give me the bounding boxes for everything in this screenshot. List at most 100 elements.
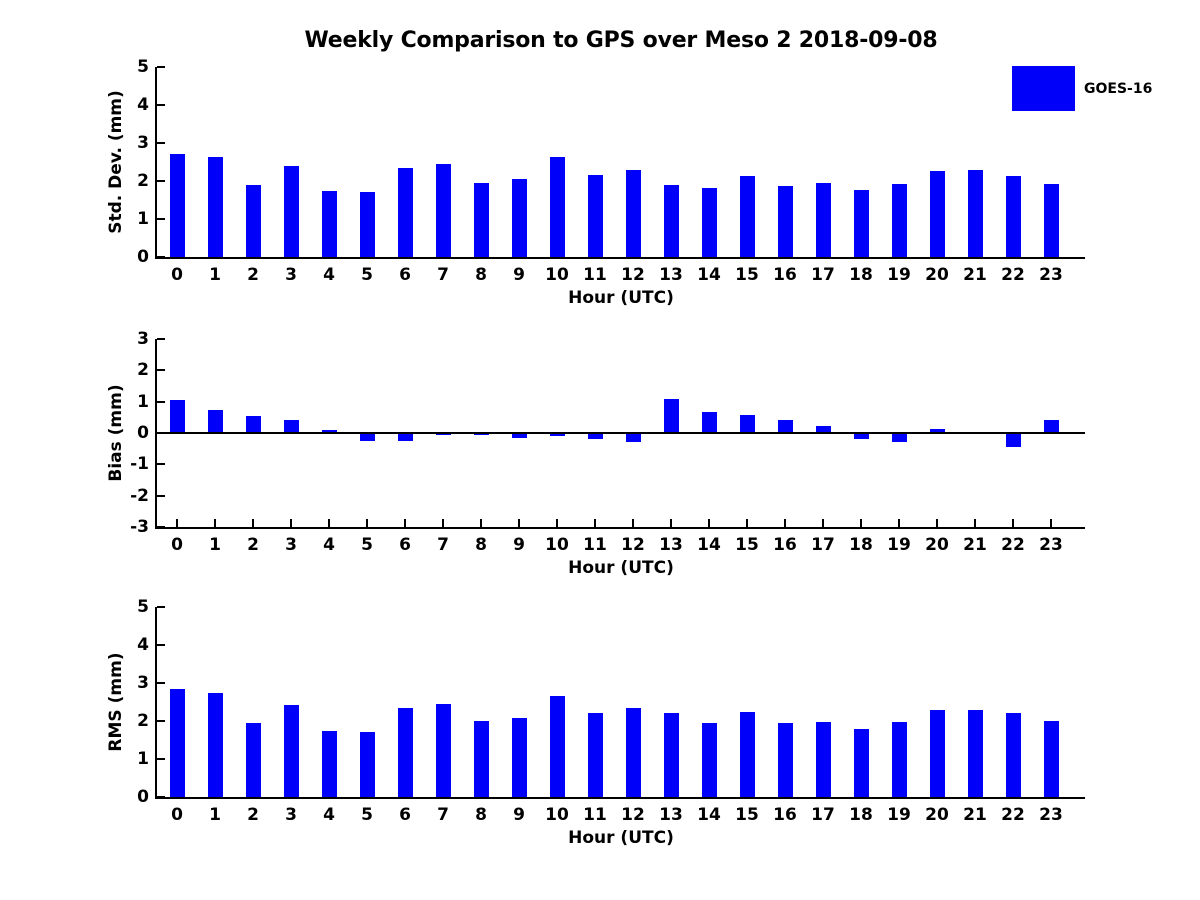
bar [511,179,527,257]
x-tick-mark [822,789,824,797]
x-tick-mark [860,789,862,797]
bar [283,165,299,257]
y-axis-label: RMS (mm) [106,652,126,752]
y-axis-label: Std. Dev. (mm) [106,90,126,234]
y-tick-mark [157,218,165,220]
y-axis-spine [155,607,157,799]
bar [625,708,641,797]
x-tick-mark [1050,249,1052,257]
x-tick-label: 10 [545,805,569,825]
bar [701,412,717,433]
x-tick-label: 3 [285,535,297,555]
bar [625,433,641,442]
x-tick-mark [366,249,368,257]
x-tick-mark [176,519,178,527]
legend-swatch-goes16 [1012,66,1075,111]
x-tick-mark [252,789,254,797]
x-tick-label: 4 [323,265,335,285]
bar [549,696,565,797]
x-tick-mark [936,519,938,527]
bar [359,732,375,797]
bar [1005,713,1021,797]
x-tick-label: 15 [735,265,759,285]
x-tick-label: 7 [437,535,449,555]
bar [929,171,945,257]
x-tick-mark [898,249,900,257]
x-tick-mark [442,789,444,797]
bar [359,433,375,441]
bar [625,169,641,257]
x-tick-mark [442,249,444,257]
x-tick-mark [860,249,862,257]
x-tick-label: 12 [621,805,645,825]
y-tick-mark [157,432,165,434]
bar [473,721,489,797]
bar [853,433,869,440]
x-tick-mark [708,519,710,527]
x-tick-label: 2 [247,535,259,555]
x-tick-mark [670,249,672,257]
x-tick-mark [176,789,178,797]
x-tick-mark [594,789,596,797]
bar [169,688,185,797]
x-tick-label: 13 [659,265,683,285]
bar [245,185,261,257]
x-tick-mark [1012,249,1014,257]
x-tick-label: 3 [285,265,297,285]
bar [853,189,869,257]
y-tick-mark [157,142,165,144]
x-tick-label: 7 [437,265,449,285]
bar [283,705,299,797]
bar [321,731,337,797]
x-tick-label: 8 [475,805,487,825]
x-tick-label: 17 [811,265,835,285]
bar [701,187,717,257]
x-tick-mark [518,789,520,797]
y-tick-label: 0 [137,423,149,443]
bar [777,185,793,257]
x-tick-label: 6 [399,535,411,555]
bar [511,433,527,438]
x-tick-label: 18 [849,805,873,825]
x-tick-label: 21 [963,805,987,825]
x-tick-mark [214,249,216,257]
bar [245,722,261,797]
y-tick-mark [157,796,165,798]
x-tick-mark [784,249,786,257]
x-tick-label: 0 [171,535,183,555]
x-tick-mark [898,519,900,527]
bar [321,190,337,257]
bar [397,708,413,797]
x-tick-mark [328,249,330,257]
bar [777,722,793,797]
bar [473,433,489,435]
y-tick-mark [157,494,165,497]
y-tick-mark [157,256,165,258]
bar [511,718,527,797]
bar [435,433,451,435]
x-tick-mark [518,519,520,527]
y-tick-label: -1 [130,454,149,475]
x-tick-label: 5 [361,265,373,285]
y-tick-label: 3 [137,133,149,153]
x-tick-label: 13 [659,805,683,825]
bar [1043,420,1059,433]
x-tick-label: 7 [437,805,449,825]
y-tick-label: 0 [137,247,149,267]
x-tick-mark [936,249,938,257]
x-tick-mark [632,249,634,257]
bar [207,410,223,433]
bar [1005,433,1021,448]
x-tick-label: 3 [285,805,297,825]
x-tick-mark [518,249,520,257]
x-tick-mark [290,519,292,527]
x-tick-mark [1050,519,1052,527]
bar [1043,183,1059,257]
x-tick-mark [366,519,368,527]
bar [663,185,679,257]
x-tick-label: 21 [963,265,987,285]
bar [245,415,261,433]
bar [967,709,983,797]
bar [891,722,907,797]
